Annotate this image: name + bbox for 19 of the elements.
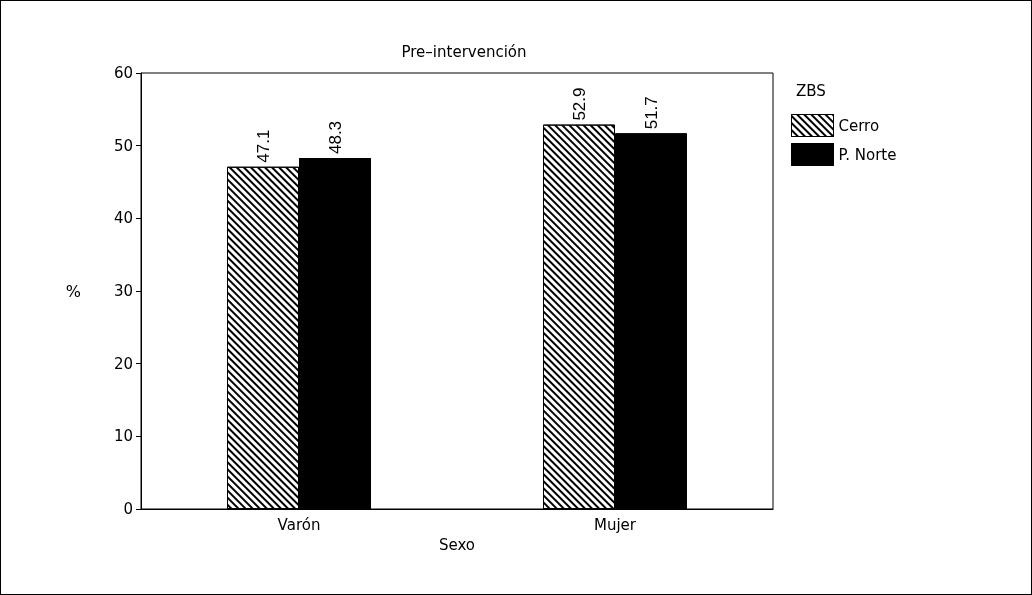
data-label: 47.1 [253,129,273,163]
y-tick-label: 20 [113,354,133,373]
x-tick-label: Mujer [593,515,637,534]
y-tick-label: 10 [113,427,133,446]
x-tick-label: Varón [277,515,321,534]
y-tick-label: 50 [113,136,133,155]
legend-title: ZBS [796,81,826,100]
y-tick-label: 0 [123,500,133,518]
legend-label: Cerro [838,116,880,135]
data-label: 48.3 [325,120,345,155]
legend-label: P. Norte [838,145,897,164]
data-label: 51.7 [641,96,661,130]
y-tick-label: 40 [113,209,133,228]
data-label: 52.9 [569,87,589,121]
y-tick-label: 30 [113,282,133,300]
chart-title: Pre–intervención [401,42,527,61]
y-axis-title: % [65,281,81,301]
x-axis-title: Sexo [438,535,476,554]
y-tick-label: 60 [113,64,133,82]
